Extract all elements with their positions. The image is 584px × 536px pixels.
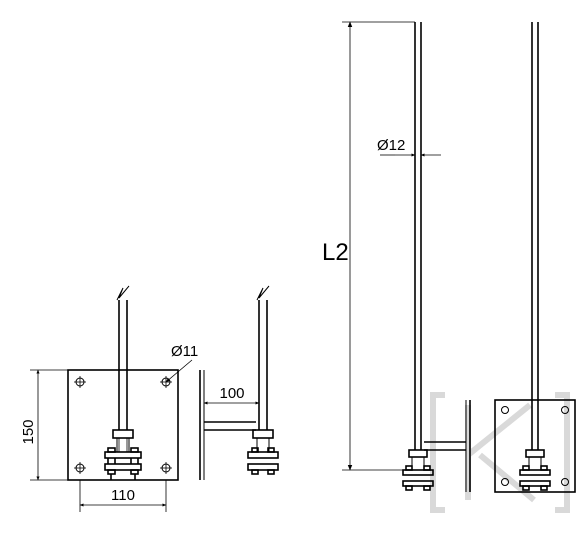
dim-standoff: 100 <box>219 385 244 402</box>
clamp-front-small <box>105 448 141 480</box>
dim-hole-spacing: 110 <box>111 487 135 504</box>
view-side-large: Ø12 L2 <box>322 22 470 492</box>
view-side-small: 100 <box>200 286 278 480</box>
dim-rod-dia: Ø12 <box>377 137 405 154</box>
dim-plate-height: 150 <box>20 419 37 444</box>
view-front-small: Ø11 150 110 <box>20 286 198 512</box>
dim-hole-dia: Ø11 <box>171 343 198 360</box>
dim-main-height: L2 <box>322 239 349 266</box>
technical-drawing: Ø11 150 110 <box>0 0 584 536</box>
